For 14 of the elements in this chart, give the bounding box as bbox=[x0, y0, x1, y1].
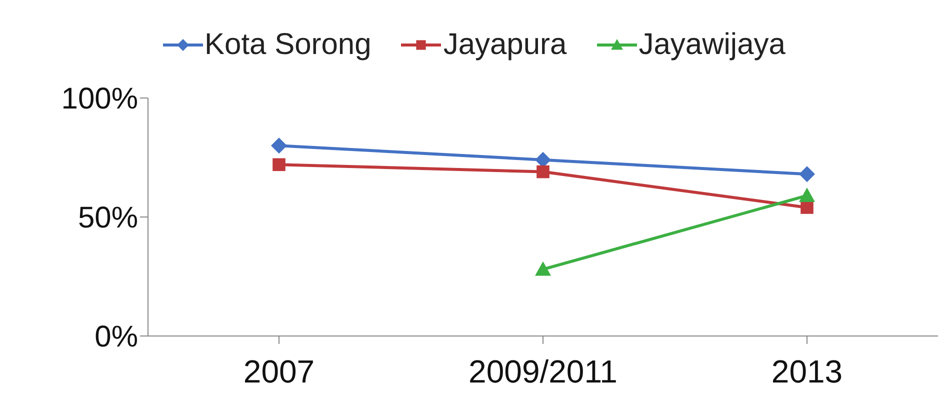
point bbox=[272, 158, 286, 172]
point bbox=[800, 201, 814, 214]
point bbox=[271, 138, 287, 154]
y-tick-label: 50% bbox=[78, 202, 138, 235]
y-tick-label: 100% bbox=[61, 82, 138, 116]
y-tick-label: 0% bbox=[94, 320, 138, 354]
legend-label: Kota Sorong bbox=[204, 28, 372, 62]
x-tick-label: 2009/2011 bbox=[468, 354, 618, 390]
x-tick-label: 2007 bbox=[243, 354, 315, 390]
point bbox=[536, 165, 550, 178]
x-tick-label: 2013 bbox=[771, 354, 843, 390]
point bbox=[799, 166, 815, 182]
legend-label: Jayapura bbox=[443, 28, 567, 62]
legend-label: Jayawijaya bbox=[638, 28, 786, 62]
